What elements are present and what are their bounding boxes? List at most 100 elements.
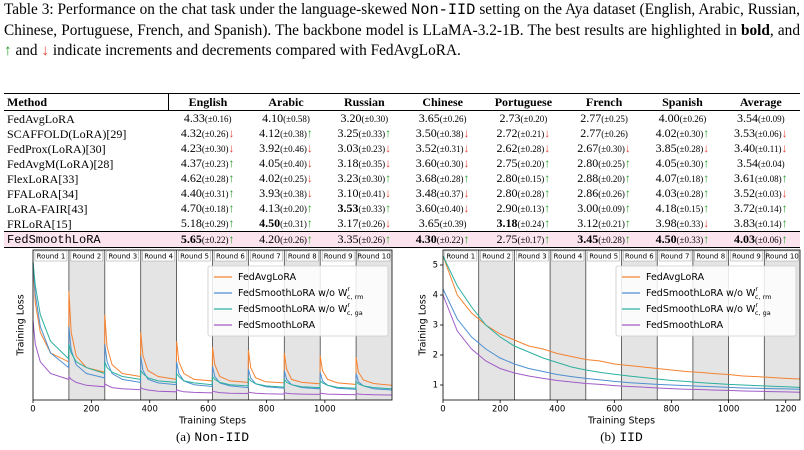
score-value: 3.12 bbox=[577, 216, 599, 230]
score-cell: 3.23(±0.30)↑ bbox=[325, 171, 403, 186]
round-label-box bbox=[730, 250, 763, 262]
round-label: Round 6 bbox=[216, 253, 245, 261]
score-cell: 4.03(±0.28)↑ bbox=[643, 186, 721, 201]
change-arrow: ↑ bbox=[228, 186, 235, 200]
score-cell: 2.72(±0.21)↓ bbox=[482, 126, 565, 141]
subcaption: (a) Non-IID bbox=[176, 429, 249, 445]
loss-line bbox=[442, 255, 801, 388]
score-std: (±0.08) bbox=[754, 174, 782, 184]
round-label-box bbox=[250, 250, 283, 262]
score-cell: 3.85(±0.28)↓ bbox=[643, 141, 721, 156]
score-cell: 2.62(±0.28)↓ bbox=[482, 141, 565, 156]
score-std: (±0.22) bbox=[201, 235, 229, 245]
score-cell: 3.03(±0.23)↓ bbox=[325, 141, 403, 156]
change-arrow: ↑ bbox=[228, 232, 235, 246]
change-arrow: ↑ bbox=[463, 171, 470, 185]
score-value: 4.50 bbox=[259, 216, 281, 230]
change-arrow: ↓ bbox=[781, 186, 788, 200]
x-tick-label: 200 bbox=[83, 405, 99, 415]
x-tick-label: 400 bbox=[549, 405, 565, 415]
change-arrow: ↑ bbox=[385, 232, 392, 246]
score-value: 4.50 bbox=[655, 232, 677, 246]
score-cell: 2.77(±0.25) bbox=[565, 111, 643, 127]
round-label-box bbox=[658, 250, 692, 262]
score-cell: 3.25(±0.33)↑ bbox=[325, 126, 403, 141]
score-cell: 3.60(±0.40)↓ bbox=[403, 201, 481, 216]
score-value: 4.33 bbox=[183, 111, 205, 125]
score-value: 2.90 bbox=[496, 201, 518, 215]
score-cell: 4.30(±0.22)↑ bbox=[403, 231, 482, 248]
score-cell: 3.53(±0.06)↓ bbox=[722, 126, 800, 141]
score-value: 3.60 bbox=[415, 156, 437, 170]
score-std: (±0.30) bbox=[358, 174, 386, 184]
legend-entry: FedAvgLoRA bbox=[238, 272, 297, 283]
change-arrow: ↓ bbox=[463, 141, 470, 155]
change-arrow: ↓ bbox=[306, 186, 313, 200]
score-value: 3.85 bbox=[655, 141, 677, 155]
score-cell: 3.54(±0.09) bbox=[722, 111, 800, 127]
round-label: Round 10 bbox=[357, 253, 390, 261]
change-arrow: ↑ bbox=[781, 171, 788, 185]
round-label: Round 2 bbox=[72, 253, 101, 261]
score-cell: 4.23(±0.30)↓ bbox=[169, 141, 247, 156]
score-cell: 5.65(±0.22)↑ bbox=[168, 231, 247, 248]
score-cell: 3.00(±0.09)↑ bbox=[565, 201, 643, 216]
round-label: Round 7 bbox=[661, 253, 690, 261]
change-arrow: ↑ bbox=[463, 232, 470, 246]
method-name: SCAFFOLD(LoRA)[29] bbox=[7, 126, 127, 141]
change-arrow: ↓ bbox=[703, 216, 710, 230]
score-value: 4.62 bbox=[180, 171, 202, 185]
score-value: 4.05 bbox=[655, 156, 677, 170]
change-arrow: ↑ bbox=[781, 232, 788, 246]
table-row: FFALoRA[34] 4.40(±0.31)↑ 3.93(±0.38)↓ 3.10(… bbox=[4, 186, 800, 201]
score-std: (±0.31) bbox=[436, 144, 464, 154]
caption-bold: bold bbox=[741, 21, 770, 39]
score-value: 4.12 bbox=[259, 126, 281, 140]
score-std: (±0.28) bbox=[201, 174, 229, 184]
score-value: 4.10 bbox=[262, 111, 284, 125]
score-value: 3.18 bbox=[337, 156, 359, 170]
table-row: FedSmoothLoRA 5.65(±0.22)↑ 4.20(±0.26)↑ 3.3… bbox=[4, 231, 800, 248]
method-cell: FedSmoothLoRA bbox=[4, 231, 169, 248]
score-value: 3.20 bbox=[340, 111, 362, 125]
score-std: (±0.31) bbox=[280, 219, 307, 229]
change-arrow: ↑ bbox=[624, 232, 631, 246]
change-arrow: ↑ bbox=[703, 171, 710, 185]
score-value: 2.72 bbox=[496, 126, 518, 140]
change-arrow: ↑ bbox=[306, 126, 313, 140]
legend-entry: FedSmoothLoRA bbox=[238, 320, 316, 331]
score-std: (±0.38) bbox=[436, 129, 464, 139]
round-label-box bbox=[587, 250, 620, 262]
loss-line bbox=[442, 255, 801, 380]
score-std: (±0.22) bbox=[436, 235, 464, 245]
score-value: 2.62 bbox=[496, 141, 518, 155]
change-arrow: ↑ bbox=[228, 216, 235, 230]
round-label: Round 9 bbox=[732, 253, 761, 261]
score-value: 3.93 bbox=[259, 186, 281, 200]
method-cell: FedAvgLoRA bbox=[4, 111, 169, 127]
change-arrow: ↓ bbox=[228, 126, 235, 140]
score-std: (±0.15) bbox=[676, 204, 704, 214]
column-header: English bbox=[168, 93, 247, 111]
score-value: 3.65 bbox=[418, 216, 440, 230]
score-cell: 4.33(±0.16) bbox=[169, 111, 247, 127]
score-value: 3.00 bbox=[577, 201, 599, 215]
round-label: Round 7 bbox=[252, 253, 281, 261]
change-arrow: ↑ bbox=[306, 201, 313, 215]
change-arrow: ↑ bbox=[624, 171, 631, 185]
score-value: 3.92 bbox=[259, 141, 281, 155]
score-std: (±0.13) bbox=[517, 204, 545, 214]
score-std: (±0.28) bbox=[436, 174, 464, 184]
round-label-box bbox=[70, 250, 104, 262]
change-arrow: ↑ bbox=[306, 232, 313, 246]
score-value: 4.02 bbox=[259, 171, 281, 185]
score-std: (±0.30) bbox=[436, 159, 464, 169]
loss-line bbox=[32, 320, 392, 396]
score-cell: 4.02(±0.25)↓ bbox=[247, 171, 325, 186]
x-tick-label: 400 bbox=[142, 405, 158, 415]
score-cell: 2.67(±0.30)↓ bbox=[565, 141, 643, 156]
score-value: 4.32 bbox=[180, 126, 202, 140]
round-label-box bbox=[357, 250, 391, 262]
round-label-box bbox=[694, 250, 727, 262]
legend-entry: FedSmoothLoRA w/o Wr c, ga bbox=[646, 301, 771, 317]
